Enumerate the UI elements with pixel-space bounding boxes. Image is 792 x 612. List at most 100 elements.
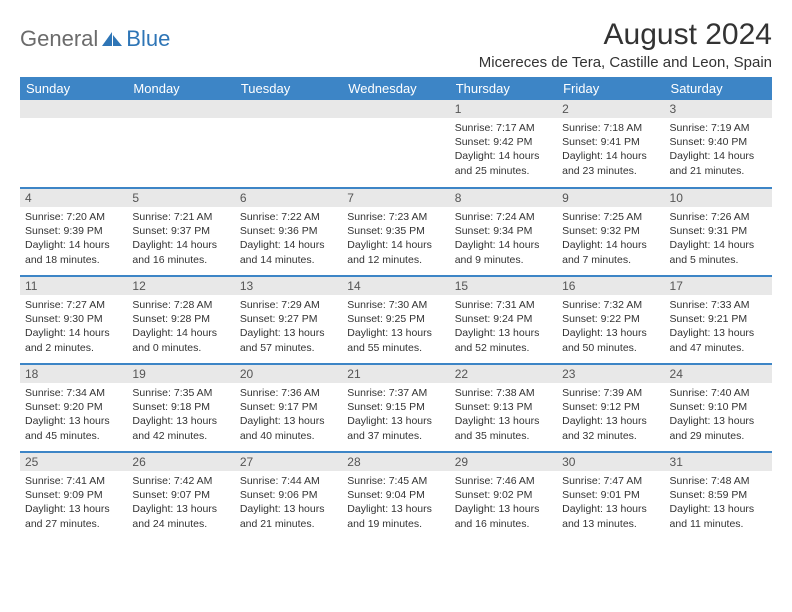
header: General Blue August 2024 Micereces de Te… [20,18,772,71]
sunrise-text: Sunrise: 7:34 AM [25,386,122,400]
sunset-text: Sunset: 9:09 PM [25,488,122,502]
day-cell: 26Sunrise: 7:42 AMSunset: 9:07 PMDayligh… [127,452,234,540]
daylight-text: Daylight: 13 hours and 40 minutes. [240,414,337,442]
day-content [127,118,234,168]
dow-wednesday: Wednesday [342,77,449,100]
sunset-text: Sunset: 9:35 PM [347,224,444,238]
daylight-text: Daylight: 14 hours and 12 minutes. [347,238,444,266]
sunset-text: Sunset: 9:15 PM [347,400,444,414]
day-number [235,100,342,118]
day-content [20,118,127,168]
day-content [342,118,449,168]
day-cell: 31Sunrise: 7:48 AMSunset: 8:59 PMDayligh… [665,452,772,540]
day-number: 29 [450,453,557,471]
day-cell: 20Sunrise: 7:36 AMSunset: 9:17 PMDayligh… [235,364,342,452]
day-cell: 9Sunrise: 7:25 AMSunset: 9:32 PMDaylight… [557,188,664,276]
daylight-text: Daylight: 13 hours and 32 minutes. [562,414,659,442]
title-block: August 2024 Micereces de Tera, Castille … [479,18,772,71]
day-cell [342,100,449,188]
day-cell: 27Sunrise: 7:44 AMSunset: 9:06 PMDayligh… [235,452,342,540]
sunset-text: Sunset: 9:37 PM [132,224,229,238]
sunset-text: Sunset: 9:39 PM [25,224,122,238]
day-content: Sunrise: 7:47 AMSunset: 9:01 PMDaylight:… [557,471,664,533]
day-cell: 24Sunrise: 7:40 AMSunset: 9:10 PMDayligh… [665,364,772,452]
dow-tuesday: Tuesday [235,77,342,100]
day-content: Sunrise: 7:41 AMSunset: 9:09 PMDaylight:… [20,471,127,533]
day-content: Sunrise: 7:31 AMSunset: 9:24 PMDaylight:… [450,295,557,357]
day-number: 4 [20,189,127,207]
day-content: Sunrise: 7:20 AMSunset: 9:39 PMDaylight:… [20,207,127,269]
daylight-text: Daylight: 14 hours and 21 minutes. [670,149,767,177]
sunrise-text: Sunrise: 7:22 AM [240,210,337,224]
sunrise-text: Sunrise: 7:41 AM [25,474,122,488]
day-number: 2 [557,100,664,118]
sunset-text: Sunset: 9:25 PM [347,312,444,326]
sunrise-text: Sunrise: 7:46 AM [455,474,552,488]
week-row: 1Sunrise: 7:17 AMSunset: 9:42 PMDaylight… [20,100,772,188]
day-number: 24 [665,365,772,383]
dow-friday: Friday [557,77,664,100]
brand-logo: General Blue [20,18,170,52]
day-content: Sunrise: 7:30 AMSunset: 9:25 PMDaylight:… [342,295,449,357]
week-row: 11Sunrise: 7:27 AMSunset: 9:30 PMDayligh… [20,276,772,364]
sunrise-text: Sunrise: 7:21 AM [132,210,229,224]
sunrise-text: Sunrise: 7:37 AM [347,386,444,400]
day-number: 5 [127,189,234,207]
day-content: Sunrise: 7:23 AMSunset: 9:35 PMDaylight:… [342,207,449,269]
sunset-text: Sunset: 9:34 PM [455,224,552,238]
day-content: Sunrise: 7:35 AMSunset: 9:18 PMDaylight:… [127,383,234,445]
sunrise-text: Sunrise: 7:19 AM [670,121,767,135]
day-content: Sunrise: 7:22 AMSunset: 9:36 PMDaylight:… [235,207,342,269]
day-number: 1 [450,100,557,118]
day-of-week-row: Sunday Monday Tuesday Wednesday Thursday… [20,77,772,100]
dow-thursday: Thursday [450,77,557,100]
daylight-text: Daylight: 13 hours and 21 minutes. [240,502,337,530]
day-number: 17 [665,277,772,295]
daylight-text: Daylight: 14 hours and 2 minutes. [25,326,122,354]
day-cell: 7Sunrise: 7:23 AMSunset: 9:35 PMDaylight… [342,188,449,276]
sunrise-text: Sunrise: 7:24 AM [455,210,552,224]
day-cell [235,100,342,188]
sunset-text: Sunset: 9:02 PM [455,488,552,502]
sunrise-text: Sunrise: 7:39 AM [562,386,659,400]
day-number: 26 [127,453,234,471]
day-cell: 12Sunrise: 7:28 AMSunset: 9:28 PMDayligh… [127,276,234,364]
daylight-text: Daylight: 14 hours and 0 minutes. [132,326,229,354]
sunrise-text: Sunrise: 7:30 AM [347,298,444,312]
sunset-text: Sunset: 9:10 PM [670,400,767,414]
day-number: 19 [127,365,234,383]
day-number: 30 [557,453,664,471]
day-cell: 10Sunrise: 7:26 AMSunset: 9:31 PMDayligh… [665,188,772,276]
day-number [127,100,234,118]
day-number: 23 [557,365,664,383]
week-row: 25Sunrise: 7:41 AMSunset: 9:09 PMDayligh… [20,452,772,540]
day-content: Sunrise: 7:48 AMSunset: 8:59 PMDaylight:… [665,471,772,533]
sunset-text: Sunset: 9:06 PM [240,488,337,502]
sunrise-text: Sunrise: 7:28 AM [132,298,229,312]
sunrise-text: Sunrise: 7:27 AM [25,298,122,312]
sunset-text: Sunset: 9:32 PM [562,224,659,238]
dow-monday: Monday [127,77,234,100]
day-cell: 11Sunrise: 7:27 AMSunset: 9:30 PMDayligh… [20,276,127,364]
day-number: 27 [235,453,342,471]
sunset-text: Sunset: 9:31 PM [670,224,767,238]
day-cell: 13Sunrise: 7:29 AMSunset: 9:27 PMDayligh… [235,276,342,364]
day-content: Sunrise: 7:37 AMSunset: 9:15 PMDaylight:… [342,383,449,445]
sunset-text: Sunset: 9:17 PM [240,400,337,414]
day-content: Sunrise: 7:24 AMSunset: 9:34 PMDaylight:… [450,207,557,269]
day-cell: 30Sunrise: 7:47 AMSunset: 9:01 PMDayligh… [557,452,664,540]
brand-part2: Blue [126,26,170,52]
day-cell: 15Sunrise: 7:31 AMSunset: 9:24 PMDayligh… [450,276,557,364]
day-number: 21 [342,365,449,383]
sunrise-text: Sunrise: 7:45 AM [347,474,444,488]
daylight-text: Daylight: 14 hours and 16 minutes. [132,238,229,266]
location: Micereces de Tera, Castille and Leon, Sp… [479,54,772,71]
day-cell [20,100,127,188]
day-cell: 25Sunrise: 7:41 AMSunset: 9:09 PMDayligh… [20,452,127,540]
day-number [20,100,127,118]
day-content: Sunrise: 7:46 AMSunset: 9:02 PMDaylight:… [450,471,557,533]
day-content: Sunrise: 7:34 AMSunset: 9:20 PMDaylight:… [20,383,127,445]
sunset-text: Sunset: 9:13 PM [455,400,552,414]
daylight-text: Daylight: 13 hours and 19 minutes. [347,502,444,530]
day-cell: 21Sunrise: 7:37 AMSunset: 9:15 PMDayligh… [342,364,449,452]
